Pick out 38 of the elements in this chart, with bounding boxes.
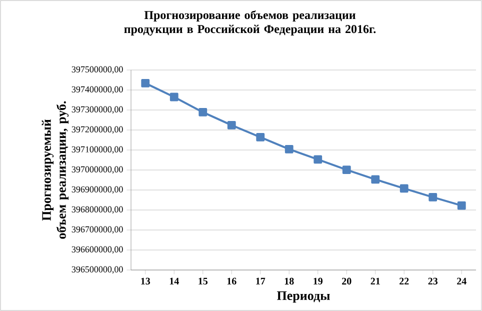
x-tick-label: 14	[170, 278, 179, 284]
x-tick-label: 16	[227, 278, 236, 285]
x-tick-label: 21	[370, 278, 380, 284]
y-tick-label: 397400000,00	[72, 86, 123, 94]
point	[227, 121, 236, 130]
point	[198, 108, 208, 116]
x-tick-label: 23	[428, 278, 438, 285]
y-tick-label: 397300000,00	[72, 106, 123, 114]
x-tick-label: 24	[457, 278, 466, 284]
point	[170, 92, 178, 102]
y-tick-label: 397500000,00	[72, 66, 123, 74]
y-tick-label: 397100000,00	[72, 146, 123, 154]
x-tick-label: 18	[284, 278, 294, 285]
point	[256, 133, 265, 142]
point	[342, 166, 351, 174]
y-tick-label: 396600000,00	[72, 246, 123, 254]
x-tick-label: 15	[198, 278, 208, 284]
y-tick-label: 396900000,00	[72, 186, 123, 194]
x-axis-title: Периоды	[277, 291, 330, 303]
point	[284, 145, 294, 154]
point	[400, 184, 408, 193]
point	[371, 175, 380, 184]
x-tick-label: 19	[314, 278, 323, 285]
y-tick-label: 396700000,00	[72, 226, 123, 234]
chart-title: Прогнозирование объемов реализации продукции в Российской Федерации на 2016г.	[124, 10, 376, 36]
y-tick-label: 397200000,00	[72, 126, 123, 134]
x-tick-label: 20	[342, 278, 352, 285]
point	[141, 79, 150, 88]
point	[457, 201, 466, 210]
x-tick-label: 22	[400, 278, 409, 284]
point	[314, 155, 322, 164]
y-axis-title: Прогнозируемый объем реализации, руб.	[42, 101, 69, 239]
x-tick-label: 13	[141, 278, 150, 285]
y-tick-label: 397000000,00	[72, 166, 123, 174]
y-tick-label: 396500000,00	[72, 266, 123, 274]
x-tick-label: 17	[256, 278, 266, 284]
y-tick-label: 396800000,00	[72, 206, 123, 214]
point	[428, 193, 438, 202]
